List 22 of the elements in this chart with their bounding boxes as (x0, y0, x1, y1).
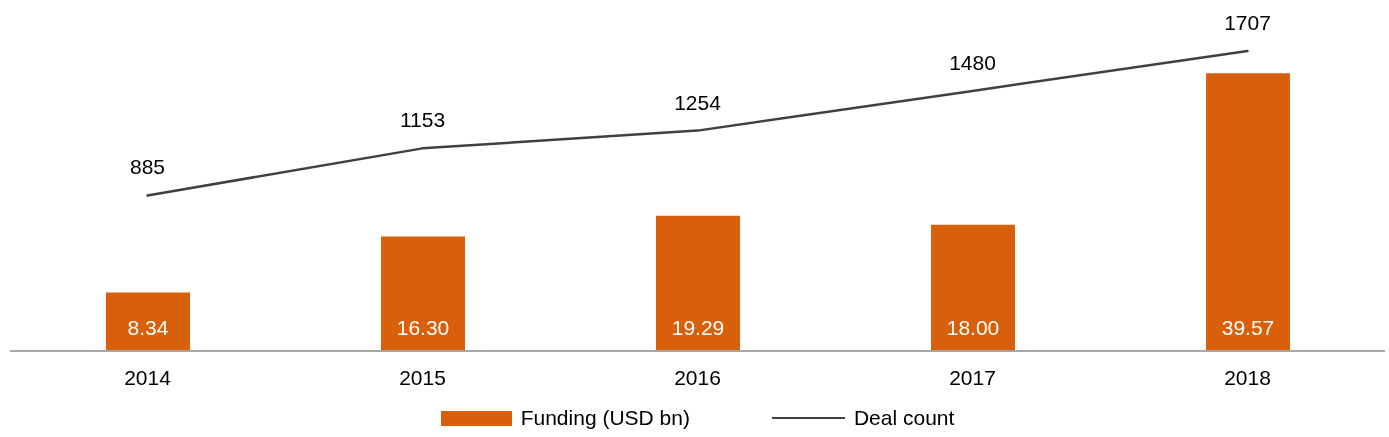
data-label: 18.00 (946, 316, 1000, 339)
data-label: 885 (129, 155, 166, 179)
x-tick-label: 2018 (1224, 365, 1271, 389)
data-label: 1707 (1224, 11, 1271, 34)
bar (656, 215, 740, 351)
data-label: 1480 (949, 50, 996, 74)
bar (381, 236, 465, 351)
data-label: 39.57 (1221, 316, 1275, 339)
legend-label: Deal count (853, 406, 955, 430)
bar (931, 224, 1015, 351)
bar (106, 292, 190, 351)
data-label: 8.34 (127, 316, 169, 339)
x-tick-label: 2015 (399, 365, 446, 389)
bar (1206, 73, 1290, 351)
x-tick-label: 2017 (949, 365, 996, 389)
x-tick-label: 2016 (674, 365, 721, 389)
x-tick-label: 2014 (124, 365, 172, 389)
data-label: 1254 (674, 90, 722, 114)
legend-label: Funding (USD bn) (520, 406, 690, 430)
data-label: 16.30 (396, 316, 450, 339)
data-label: 19.29 (671, 316, 725, 339)
data-label: 1153 (399, 108, 446, 132)
